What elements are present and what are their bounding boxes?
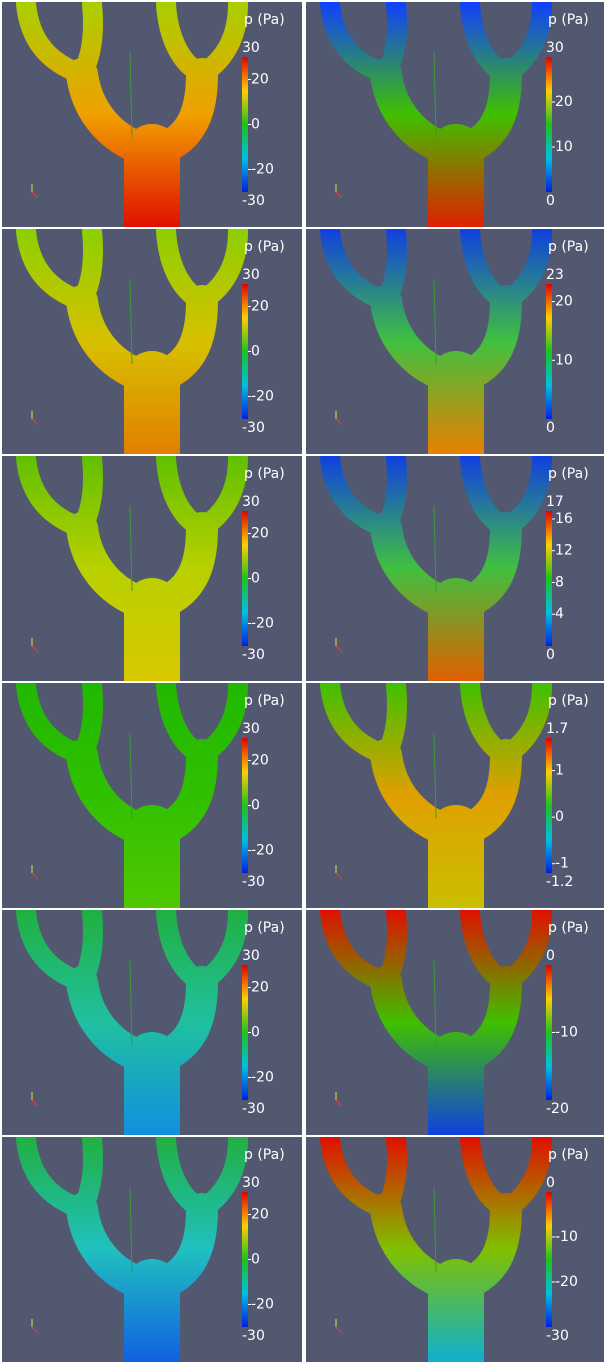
colorbar-max: 30 xyxy=(242,494,260,510)
colorbar-max: 30 xyxy=(242,948,260,964)
colorbar xyxy=(546,965,552,1100)
colorbar-max: 30 xyxy=(546,40,564,56)
colorbar-title: p (Pa) xyxy=(548,12,589,28)
colorbar-title: p (Pa) xyxy=(548,1147,589,1163)
colorbar-tick-label: 20 xyxy=(251,753,269,769)
colorbar-tick-label: 1 xyxy=(555,763,564,779)
colorbar-tick-label: 10 xyxy=(555,352,573,368)
colorbar-tick-label: 12 xyxy=(555,543,573,559)
colorbar-tick-label: -20 xyxy=(251,843,274,859)
colorbar-min: 0 xyxy=(546,420,555,436)
colorbar-tick-label: -20 xyxy=(251,162,274,178)
colorbar-title: p (Pa) xyxy=(244,693,285,709)
colorbar-tick-label: 0 xyxy=(251,1025,260,1041)
panel: p (Pa) 23 0 20 10 xyxy=(306,229,604,469)
panel: p (Pa) 30 -30 20 0 -20 xyxy=(2,910,302,1150)
colorbar xyxy=(546,738,552,873)
colorbar-min: 0 xyxy=(546,647,555,663)
colorbar-tick-label: -10 xyxy=(555,1229,578,1245)
colorbar-tick-label: 0 xyxy=(251,1252,260,1268)
colorbar-tick-label: 20 xyxy=(251,526,269,542)
colorbar xyxy=(242,57,248,192)
panel: p (Pa) 0 -30 -10 -20 xyxy=(306,1137,604,1364)
colorbar-min: -30 xyxy=(242,1328,265,1344)
colorbar xyxy=(242,511,248,646)
colorbar-tick-label: -1 xyxy=(555,856,569,872)
colorbar-min: -30 xyxy=(242,874,265,890)
colorbar-tick-label: 0 xyxy=(251,344,260,360)
colorbar-title: p (Pa) xyxy=(548,920,589,936)
colorbar xyxy=(546,511,552,646)
colorbar-max: 30 xyxy=(242,40,260,56)
colorbar xyxy=(242,738,248,873)
colorbar-min: -1.2 xyxy=(546,874,573,890)
panel: p (Pa) 30 0 20 10 xyxy=(306,2,604,242)
colorbar-tick-label: 8 xyxy=(555,574,564,590)
colorbar-tick-label: 20 xyxy=(251,1207,269,1223)
colorbar-tick-label: -20 xyxy=(251,616,274,632)
colorbar-tick-label: 20 xyxy=(251,299,269,315)
colorbar-title: p (Pa) xyxy=(548,693,589,709)
colorbar-max: 30 xyxy=(242,721,260,737)
colorbar-tick-label: 0 xyxy=(251,571,260,587)
panel: p (Pa) 17 0 16 12 8 4 xyxy=(306,456,604,696)
colorbar-max: 30 xyxy=(242,267,260,283)
colorbar-title: p (Pa) xyxy=(548,466,589,482)
colorbar-max: 23 xyxy=(546,267,564,283)
panel: p (Pa) 30 -30 20 0 -20 xyxy=(2,229,302,469)
colorbar-tick-label: -10 xyxy=(555,1025,578,1041)
colorbar-tick-label: -20 xyxy=(555,1274,578,1290)
colorbar xyxy=(546,1192,552,1327)
colorbar-tick-label: 16 xyxy=(555,511,573,527)
colorbar xyxy=(242,284,248,419)
colorbar-tick-label: 10 xyxy=(555,139,573,155)
colorbar-tick-label: 4 xyxy=(555,606,564,622)
colorbar-min: -20 xyxy=(546,1101,569,1117)
colorbar-title: p (Pa) xyxy=(244,12,285,28)
colorbar-max: 0 xyxy=(546,1175,555,1191)
colorbar-tick-label: 20 xyxy=(251,980,269,996)
colorbar-min: -30 xyxy=(242,647,265,663)
colorbar-title: p (Pa) xyxy=(548,239,589,255)
colorbar-max: 1.7 xyxy=(546,721,568,737)
colorbar-tick-label: 0 xyxy=(251,798,260,814)
colorbar-tick-label: -20 xyxy=(251,1070,274,1086)
colorbar-min: 0 xyxy=(546,193,555,209)
colorbar-title: p (Pa) xyxy=(244,239,285,255)
colorbar-tick-label: 20 xyxy=(555,94,573,110)
panel: p (Pa) 30 -30 20 0 -20 xyxy=(2,2,302,242)
colorbar-min: -30 xyxy=(242,420,265,436)
colorbar xyxy=(242,1192,248,1327)
colorbar-max: 0 xyxy=(546,948,555,964)
colorbar-min: -30 xyxy=(546,1328,569,1344)
colorbar xyxy=(546,284,552,419)
panel: p (Pa) 0 -20 -10 xyxy=(306,910,604,1150)
colorbar-tick-label: 20 xyxy=(251,72,269,88)
colorbar-title: p (Pa) xyxy=(244,920,285,936)
colorbar xyxy=(546,57,552,192)
colorbar-title: p (Pa) xyxy=(244,1147,285,1163)
colorbar-tick-label: 20 xyxy=(555,294,573,310)
colorbar-tick-label: -20 xyxy=(251,389,274,405)
colorbar-tick-label: 0 xyxy=(251,117,260,133)
colorbar-max: 17 xyxy=(546,494,564,510)
panel: p (Pa) 30 -30 20 0 -20 xyxy=(2,1137,302,1364)
colorbar-tick-label: 0 xyxy=(555,809,564,825)
panel: p (Pa) 30 -30 20 0 -20 xyxy=(2,456,302,696)
colorbar-max: 30 xyxy=(242,1175,260,1191)
colorbar-tick-label: -20 xyxy=(251,1297,274,1313)
colorbar-min: -30 xyxy=(242,1101,265,1117)
colorbar-min: -30 xyxy=(242,193,265,209)
panel: p (Pa) 1.7 -1.2 1 0 -1 xyxy=(306,683,604,923)
figure: p (Pa)30-30200-20p (Pa)3002010p (Pa)30-3… xyxy=(0,0,604,1364)
colorbar-title: p (Pa) xyxy=(244,466,285,482)
panel: p (Pa) 30 -30 20 0 -20 xyxy=(2,683,302,923)
colorbar xyxy=(242,965,248,1100)
